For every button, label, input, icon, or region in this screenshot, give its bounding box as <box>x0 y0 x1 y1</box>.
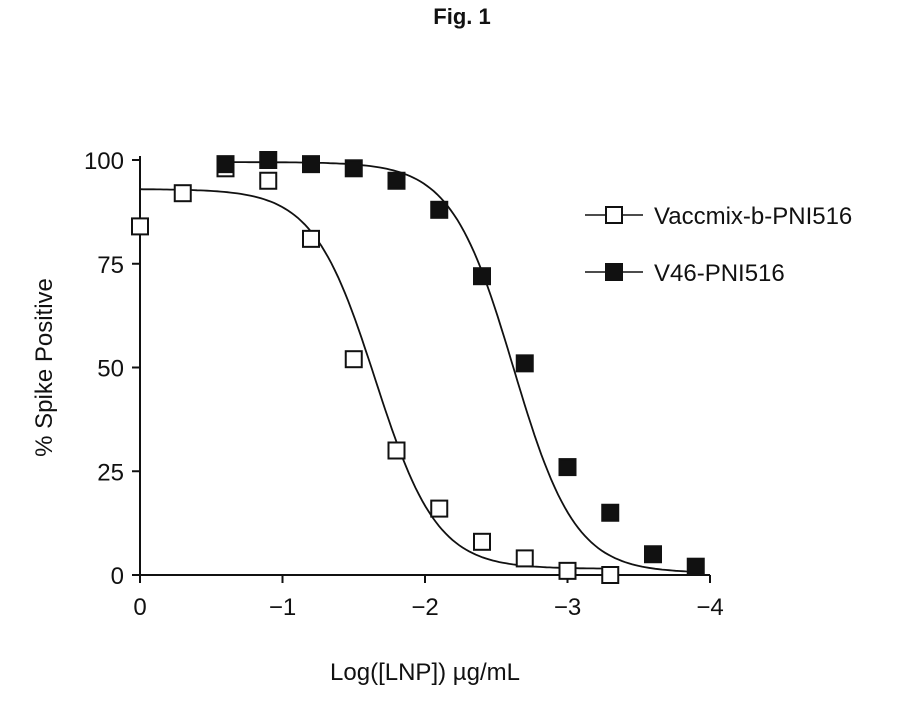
data-point-series-2 <box>645 546 661 562</box>
data-point-series-2 <box>346 160 362 176</box>
x-tick-label: 0 <box>133 594 146 621</box>
data-point-series-1 <box>517 550 533 566</box>
data-point-series-1 <box>132 218 148 234</box>
data-point-series-2 <box>218 156 234 172</box>
y-tick-label: 50 <box>97 356 124 383</box>
data-point-series-1 <box>175 185 191 201</box>
data-point-series-2 <box>560 459 576 475</box>
y-tick-label: 75 <box>97 252 124 279</box>
fit-curve-series-2 <box>226 162 696 572</box>
data-point-series-1 <box>560 563 576 579</box>
data-point-series-1 <box>431 501 447 517</box>
data-point-series-1 <box>303 231 319 247</box>
legend-item-series-1: Vaccmix-b-PNI516 <box>585 203 852 230</box>
legend-marker-series-1 <box>606 207 622 223</box>
y-ticks: 0 25 50 75 100 <box>84 148 140 590</box>
fit-curve-series-1 <box>140 189 610 568</box>
y-tick-label: 25 <box>97 459 124 486</box>
x-tick-label: −3 <box>554 594 581 621</box>
data-point-series-2 <box>602 505 618 521</box>
x-tick-label: −1 <box>269 594 296 621</box>
axes <box>140 156 710 575</box>
data-point-series-1 <box>260 173 276 189</box>
legend-label-series-1: Vaccmix-b-PNI516 <box>654 203 852 230</box>
data-point-series-2 <box>517 355 533 371</box>
data-point-series-2 <box>688 559 704 575</box>
data-point-series-2 <box>474 268 490 284</box>
data-point-series-1 <box>389 443 405 459</box>
legend-label-series-2: V46-PNI516 <box>654 260 785 287</box>
y-axis-label: % Spike Positive <box>31 278 58 457</box>
data-point-series-2 <box>260 152 276 168</box>
x-ticks: 0 −1 −2 −3 −4 <box>133 575 723 621</box>
x-tick-label: −4 <box>696 594 723 621</box>
legend-marker-series-2 <box>606 264 622 280</box>
data-point-series-2 <box>431 202 447 218</box>
legend-item-series-2: V46-PNI516 <box>585 260 785 287</box>
legend: Vaccmix-b-PNI516 V46-PNI516 <box>585 203 852 287</box>
data-point-series-1 <box>346 351 362 367</box>
y-tick-label: 0 <box>111 563 124 590</box>
data-point-series-1 <box>602 567 618 583</box>
data-point-series-1 <box>474 534 490 550</box>
x-tick-label: −2 <box>411 594 438 621</box>
x-axis-label: Log([LNP]) µg/mL <box>330 659 520 686</box>
data-point-series-2 <box>389 173 405 189</box>
data-point-series-2 <box>303 156 319 172</box>
y-tick-label: 100 <box>84 148 124 175</box>
